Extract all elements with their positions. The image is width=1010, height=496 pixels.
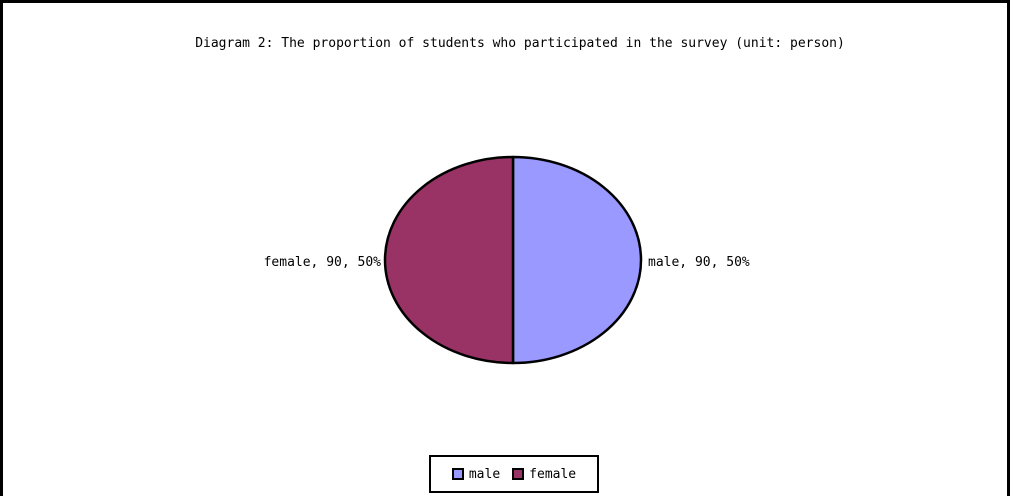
legend-swatch-male xyxy=(451,468,464,480)
pie-slice-female xyxy=(383,155,515,365)
legend-swatch-female xyxy=(512,468,525,480)
data-label-female: female, 90, 50% xyxy=(264,255,382,270)
pie-slice-male xyxy=(511,155,643,365)
legend-label-female: female xyxy=(529,466,577,482)
legend: male female xyxy=(429,455,599,493)
legend-item-female: female xyxy=(512,467,576,482)
legend-label-male: male xyxy=(468,466,501,482)
legend-item-male: male xyxy=(451,466,501,482)
chart-title: Diagram 2: The proportion of students wh… xyxy=(195,36,845,51)
data-label-male: male, 90, 50% xyxy=(648,255,750,270)
